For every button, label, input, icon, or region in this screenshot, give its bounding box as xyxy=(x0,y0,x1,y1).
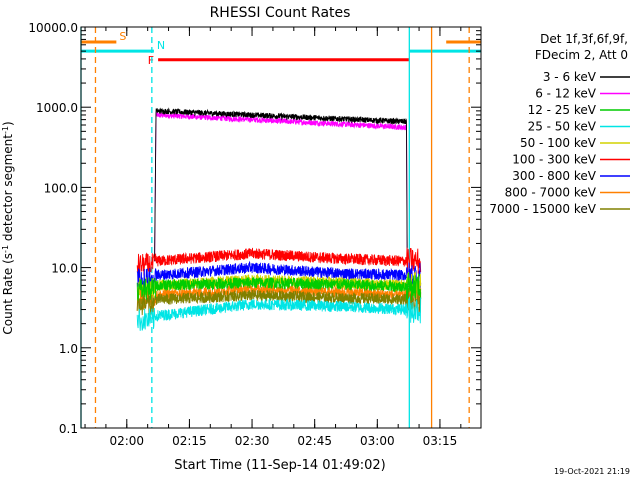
legend-label: 50 - 100 keV xyxy=(520,136,597,150)
x-tick-label: 03:00 xyxy=(360,434,395,448)
x-axis-label: Start Time (11-Sep-14 01:49:02) xyxy=(174,458,385,473)
plot-frame xyxy=(80,26,482,429)
vertical-markers xyxy=(80,27,470,428)
legend-label: 100 - 300 keV xyxy=(512,153,596,167)
legend-label: 12 - 25 keV xyxy=(528,103,597,117)
x-tick-label: 02:45 xyxy=(297,434,332,448)
y-label-sup1: -1 xyxy=(1,245,10,253)
legend-header-2: FDecim 2, Att 0 xyxy=(535,48,628,62)
flag-label: N xyxy=(157,39,165,52)
series-line xyxy=(136,260,422,292)
series-line xyxy=(136,272,422,301)
legend-header-1: Det 1f,3f,6f,9f, xyxy=(540,32,628,46)
flag-label: S xyxy=(119,30,126,43)
flag-bars: S NF xyxy=(81,30,481,67)
legend-label: 25 - 50 keV xyxy=(528,120,597,134)
x-tick-label: 02:00 xyxy=(109,434,144,448)
legend-label: 3 - 6 keV xyxy=(543,70,597,84)
series-line xyxy=(154,107,408,262)
y-tick-label: 10000.0 xyxy=(28,21,78,35)
series-line xyxy=(154,111,408,262)
x-tick-label: 03:15 xyxy=(423,434,458,448)
series-line xyxy=(136,296,422,331)
legend-label: 800 - 7000 keV xyxy=(505,186,597,200)
y-tick-label: 10.0 xyxy=(51,262,78,276)
y-axis-label: Count Rate (s-1 detector segment-1) xyxy=(1,121,16,334)
y-tick-label: 100.0 xyxy=(44,181,78,195)
chart-title: RHESSI Count Rates xyxy=(210,5,351,21)
y-label-main: Count Rate (s xyxy=(1,253,15,335)
legend-label: 7000 - 15000 keV xyxy=(489,202,596,216)
legend-label: 6 - 12 keV xyxy=(535,87,597,101)
x-tick-label: 02:15 xyxy=(172,434,207,448)
data-series xyxy=(136,107,422,331)
series-line xyxy=(136,247,422,278)
series-line xyxy=(136,285,422,316)
y-tick-label: 1.0 xyxy=(59,342,78,356)
flag-label: F xyxy=(148,54,154,67)
legend-label: 300 - 800 keV xyxy=(512,169,596,183)
y-label-end: ) xyxy=(1,121,15,126)
y-label-sup2: -1 xyxy=(1,126,10,134)
y-axis-ticks: 0.1 1.0 10.0 100.0 1000.0 10000.0 xyxy=(28,21,481,436)
y-tick-label: 0.1 xyxy=(59,422,78,436)
y-label-mid: detector segment xyxy=(1,134,15,245)
y-tick-label: 1000.0 xyxy=(36,101,78,115)
x-tick-label: 02:30 xyxy=(235,434,270,448)
x-axis-ticks: 02:00 02:15 02:30 02:45 03:00 03:15 xyxy=(84,27,462,448)
legend: Det 1f,3f,6f,9f, FDecim 2, Att 0 3 - 6 k… xyxy=(489,32,630,216)
timestamp: 19-Oct-2021 21:19 xyxy=(554,467,630,476)
